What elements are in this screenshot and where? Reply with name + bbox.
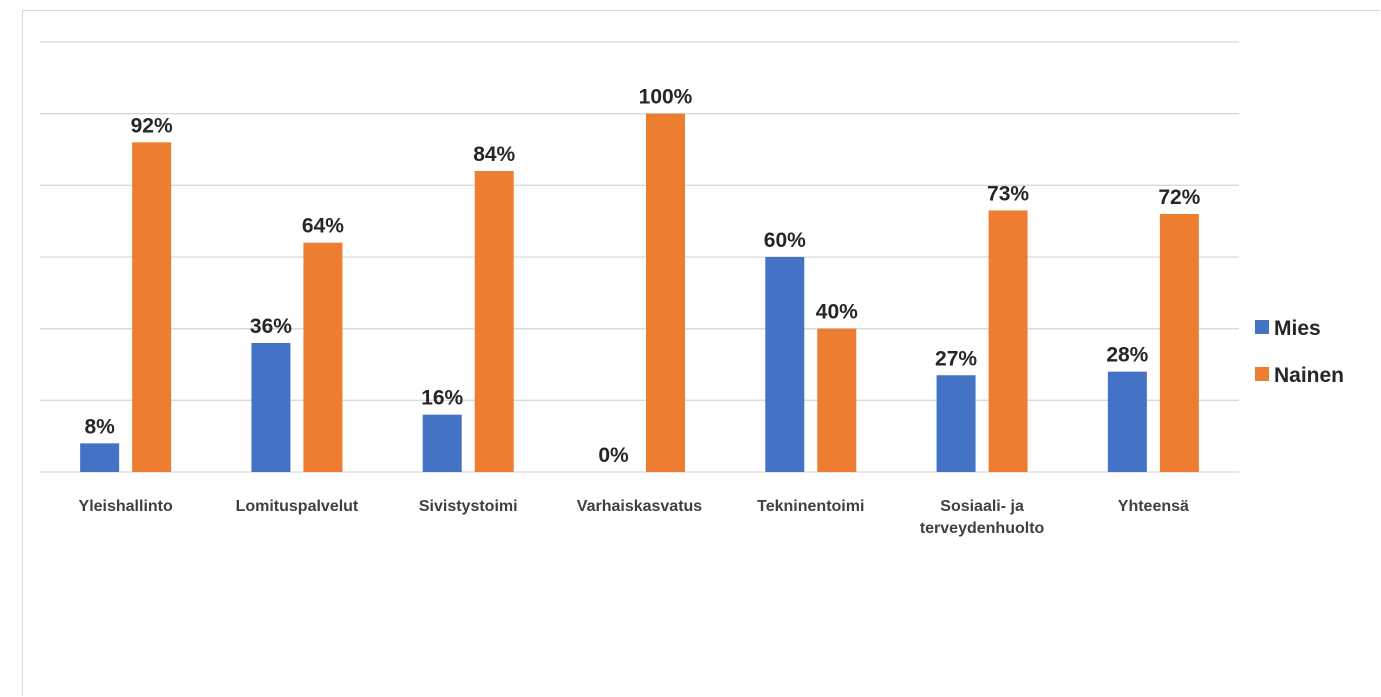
data-label-nainen: 40% bbox=[816, 301, 858, 324]
x-tick-label: Yleishallinto bbox=[79, 498, 173, 515]
bar-chart: 8% 92% 36% 64% 16% 84% 0% 100% 60% 40% 27% 73% 28% 72… bbox=[40, 41, 1344, 537]
legend: Mies Nainen bbox=[1255, 317, 1344, 387]
bar-mies bbox=[80, 443, 120, 472]
data-label-nainen: 84% bbox=[473, 143, 515, 166]
bar-nainen bbox=[646, 113, 685, 473]
data-label-mies: 27% bbox=[935, 347, 977, 370]
x-tick-label: Yhteensä bbox=[1118, 498, 1189, 515]
legend-label-mies: Mies bbox=[1274, 317, 1321, 340]
x-tick-label: Sosiaali- ja terveydenhuolto bbox=[920, 498, 1045, 537]
bars bbox=[80, 113, 1199, 473]
x-tick-label: Tekninentoimi bbox=[757, 498, 864, 515]
gridlines bbox=[40, 41, 1239, 473]
bar-nainen bbox=[303, 242, 343, 472]
bar-nainen bbox=[474, 171, 514, 472]
x-axis-tick-labels: Yleishallinto Lomituspalvelut Sivistystoim… bbox=[79, 498, 1190, 537]
bar-nainen bbox=[1159, 214, 1199, 472]
data-label-mies: 28% bbox=[1106, 344, 1148, 367]
bar-mies bbox=[251, 343, 291, 472]
data-labels: 8% 92% 36% 64% 16% 84% 0% 100% 60% 40% 27% 73% 28% 72… bbox=[84, 86, 1200, 467]
data-label-mies: 8% bbox=[84, 415, 115, 438]
data-label-nainen: 64% bbox=[302, 215, 344, 238]
bar-mies bbox=[1107, 371, 1147, 472]
legend-swatch-nainen bbox=[1255, 367, 1269, 381]
data-label-nainen: 73% bbox=[987, 182, 1029, 205]
data-label-nainen: 100% bbox=[639, 86, 693, 109]
data-label-mies: 16% bbox=[421, 387, 463, 410]
bar-nainen bbox=[817, 328, 857, 472]
legend-swatch-mies bbox=[1255, 320, 1269, 334]
data-label-mies: 60% bbox=[764, 229, 806, 252]
bar-mies bbox=[422, 414, 462, 472]
data-label-nainen: 92% bbox=[131, 114, 173, 137]
data-label-nainen: 72% bbox=[1158, 186, 1200, 209]
x-tick-label: Sivistystoimi bbox=[419, 498, 518, 515]
data-label-mies: 36% bbox=[250, 315, 292, 338]
legend-label-nainen: Nainen bbox=[1274, 364, 1344, 387]
bar-mies bbox=[936, 375, 976, 472]
bar-nainen bbox=[988, 210, 1028, 472]
bar-mies bbox=[765, 257, 805, 472]
x-tick-label: Varhaiskasvatus bbox=[577, 498, 703, 515]
chart-frame: 8% 92% 36% 64% 16% 84% 0% 100% 60% 40% 27% 73% 28% 72… bbox=[22, 10, 1380, 696]
x-tick-label: Lomituspalvelut bbox=[236, 498, 359, 515]
bar-nainen bbox=[132, 142, 172, 473]
data-label-mies: 0% bbox=[598, 444, 629, 467]
